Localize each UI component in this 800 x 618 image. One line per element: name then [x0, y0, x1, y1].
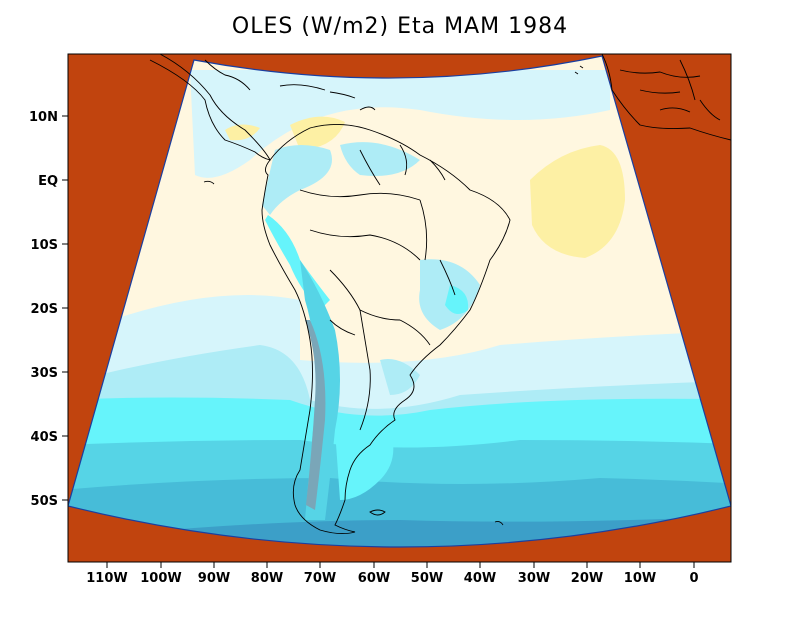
lat-axis: 10N EQ 10S 20S 30S 40S 50S — [29, 110, 68, 509]
contour-land-andes-north — [262, 145, 332, 215]
contour-land-patagonia — [335, 430, 394, 500]
lon-label-20w: 20W — [571, 571, 603, 586]
lat-label-10n: 10N — [29, 110, 58, 125]
lon-label-30w: 30W — [518, 571, 550, 586]
contour-land-andes-dark — [305, 320, 326, 510]
lon-label-0: 0 — [689, 571, 698, 586]
lat-label-20s: 20S — [31, 302, 58, 317]
contour-land-uruguay — [380, 359, 420, 395]
lon-label-10w: 10W — [624, 571, 656, 586]
lat-label-30s: 30S — [31, 366, 58, 381]
lon-label-100w: 100W — [140, 571, 181, 586]
contour-yellow-atlantic — [530, 145, 625, 258]
coastlines — [149, 54, 731, 535]
lon-label-80w: 80W — [251, 571, 283, 586]
lat-label-50s: 50S — [31, 494, 58, 509]
lon-label-70w: 70W — [304, 571, 336, 586]
lon-label-40w: 40W — [464, 571, 496, 586]
domain-boundary — [68, 55, 731, 548]
lon-label-110w: 110W — [86, 571, 127, 586]
lat-label-40s: 40S — [31, 430, 58, 445]
map-title: OLES (W/m2) Eta MAM 1984 — [231, 14, 569, 39]
contour-land-yellow-caribbean — [225, 124, 260, 141]
lon-axis: 110W 100W 90W 80W 70W 60W 50W 40W 30W 20… — [86, 562, 699, 586]
lat-label-10s: 10S — [31, 238, 58, 253]
lon-label-60w: 60W — [358, 571, 390, 586]
contour-land-brazil-cyan — [445, 285, 469, 314]
contour-band-north — [190, 70, 610, 178]
lon-label-90w: 90W — [198, 571, 230, 586]
lat-label-eq: EQ — [38, 174, 58, 189]
lon-label-50w: 50W — [411, 571, 443, 586]
